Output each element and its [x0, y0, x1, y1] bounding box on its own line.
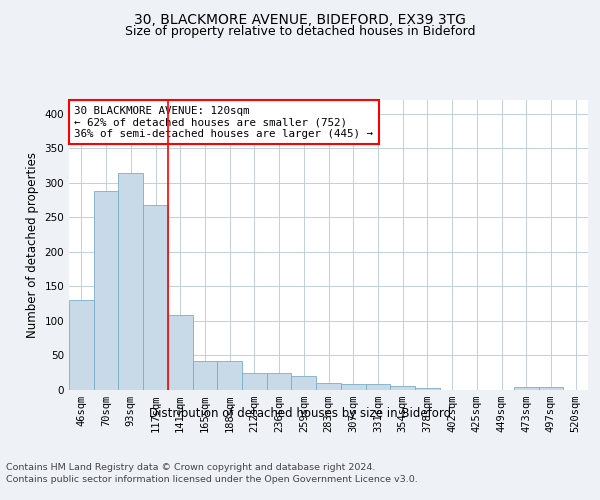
Text: 30 BLACKMORE AVENUE: 120sqm
← 62% of detached houses are smaller (752)
36% of se: 30 BLACKMORE AVENUE: 120sqm ← 62% of det… [74, 106, 373, 139]
Bar [514, 387, 539, 390]
Bar [118, 172, 143, 390]
Text: Contains public sector information licensed under the Open Government Licence v3: Contains public sector information licen… [6, 475, 418, 484]
Text: 30, BLACKMORE AVENUE, BIDEFORD, EX39 3TG: 30, BLACKMORE AVENUE, BIDEFORD, EX39 3TG [134, 12, 466, 26]
Y-axis label: Number of detached properties: Number of detached properties [26, 152, 39, 338]
Bar [390, 386, 415, 390]
Bar [143, 205, 168, 390]
Bar [242, 372, 267, 390]
Bar [217, 361, 242, 390]
Bar [168, 316, 193, 390]
Bar [365, 384, 390, 390]
Text: Distribution of detached houses by size in Bideford: Distribution of detached houses by size … [149, 408, 451, 420]
Bar [316, 383, 341, 390]
Text: Size of property relative to detached houses in Bideford: Size of property relative to detached ho… [125, 25, 475, 38]
Bar [292, 376, 316, 390]
Bar [94, 191, 118, 390]
Bar [267, 372, 292, 390]
Bar [539, 387, 563, 390]
Bar [341, 384, 365, 390]
Text: Contains HM Land Registry data © Crown copyright and database right 2024.: Contains HM Land Registry data © Crown c… [6, 462, 376, 471]
Bar [415, 388, 440, 390]
Bar [193, 361, 217, 390]
Bar [69, 300, 94, 390]
